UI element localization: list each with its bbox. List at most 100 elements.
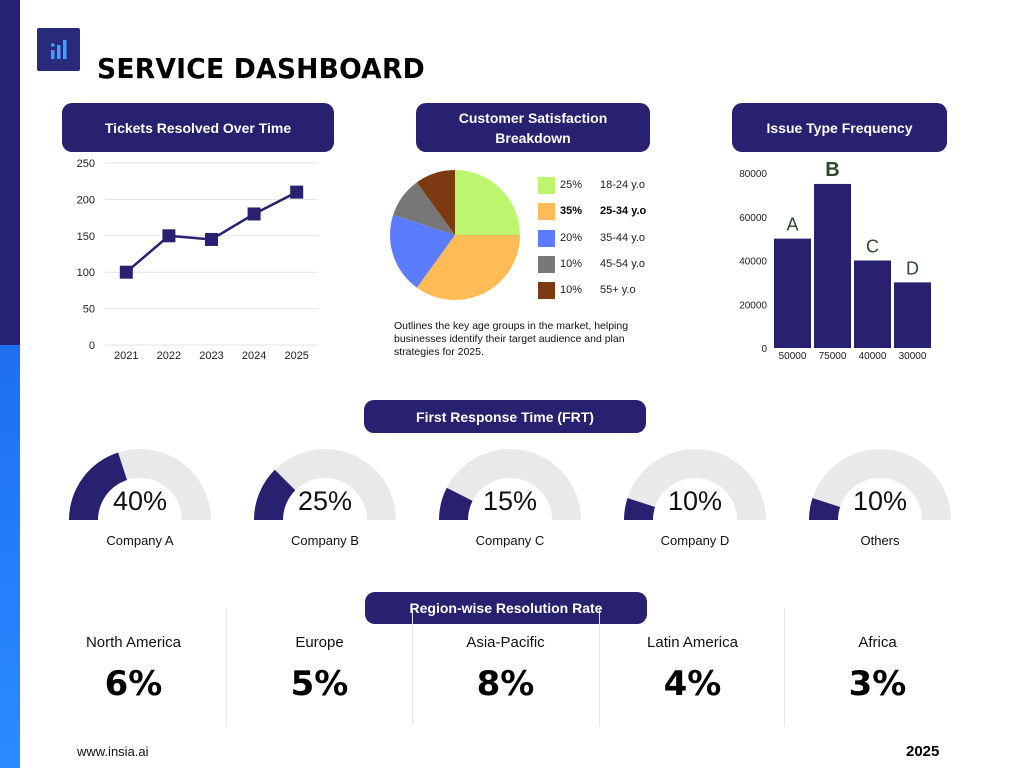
line-point	[205, 232, 218, 246]
gauge-value: 25%	[297, 486, 353, 516]
bar-x-tick: 75000	[819, 351, 847, 362]
line-y-tick: 0	[89, 340, 95, 352]
region-divider	[784, 608, 785, 726]
line-y-tick: 150	[77, 231, 95, 243]
gauge-fill	[439, 487, 473, 520]
legend-percent: 25%	[560, 179, 583, 191]
legend-swatch	[538, 176, 555, 194]
pie-slice	[390, 214, 455, 288]
bar-y-tick: 40000	[739, 257, 767, 268]
gauge-track	[254, 449, 396, 520]
region-stat: North America 6%	[40, 608, 227, 726]
gauge-fill	[624, 498, 656, 520]
legend-percent: 20%	[560, 232, 583, 244]
legend-age-group: 35-44 y.o	[600, 232, 646, 244]
region-name: Europe	[295, 634, 344, 651]
gauge-arc	[439, 449, 581, 520]
gauge-track	[624, 449, 766, 520]
gauge-arc	[624, 449, 766, 520]
bar	[894, 282, 931, 348]
region-divider	[599, 608, 600, 726]
tickets-line-chart: 0 50 100 150 200 250 2021 2022 2023 2024 2025	[77, 158, 318, 362]
bar-label: D	[906, 258, 919, 278]
region-stat: Africa 3%	[784, 608, 971, 726]
gauge-track	[439, 449, 581, 520]
line-chart-title: Tickets Resolved Over Time	[62, 103, 334, 152]
legend-swatch	[538, 202, 555, 220]
region-rate: 6%	[104, 664, 163, 704]
bar	[854, 260, 891, 348]
issue-bar-chart: 0 20000 40000 60000 80000 A 50000 B 75000 C 40000 D…	[739, 159, 931, 362]
page-title: SERVICE DASHBOARD	[97, 52, 425, 85]
gauge-fill	[254, 469, 296, 520]
line-x-tick: 2024	[242, 350, 266, 362]
line-x-tick: 2022	[157, 350, 181, 362]
legend-percent: 10%	[560, 258, 583, 270]
bar-label: B	[825, 159, 839, 181]
bar-chart-title: Issue Type Frequency	[732, 103, 947, 152]
region-stat: Europe 5%	[226, 608, 413, 726]
footer-year: 2025	[906, 743, 940, 760]
bar-x-tick: 50000	[779, 351, 807, 362]
gauge-company-label: Company A	[106, 533, 174, 548]
line-y-tick: 50	[83, 304, 95, 316]
bar-y-tick: 80000	[739, 169, 767, 180]
line-y-tick: 200	[77, 194, 95, 206]
line-series	[125, 191, 298, 274]
gauge-arc	[809, 449, 951, 520]
region-stat: Latin America 4%	[599, 608, 786, 726]
gauge-company-label: Company B	[291, 533, 359, 548]
line-point	[119, 265, 133, 279]
region-name: Latin America	[647, 634, 738, 651]
region-divider	[226, 608, 227, 726]
legend-age-group: 18-24 y.o	[600, 179, 646, 191]
line-point	[247, 207, 261, 221]
line-y-tick: 100	[77, 267, 95, 279]
frt-gauge: 10% Others	[807, 448, 953, 558]
legend-swatch	[538, 255, 555, 273]
region-rate: 4%	[663, 664, 722, 704]
gauge-track	[809, 449, 951, 520]
line-y-tick: 250	[77, 158, 95, 170]
sidebar-accent-top	[0, 0, 20, 345]
bar-label: C	[866, 237, 879, 257]
region-stat: Asia-Pacific 8%	[412, 608, 599, 726]
line-point	[290, 185, 304, 199]
gauge-company-label: Company C	[475, 533, 545, 548]
legend-swatch	[538, 229, 555, 247]
legend-percent: 10%	[560, 284, 583, 296]
region-name: Asia-Pacific	[466, 634, 545, 651]
gauge-company-label: Others	[860, 533, 900, 548]
bar-y-tick: 20000	[739, 300, 767, 311]
region-name: North America	[85, 634, 182, 651]
frt-title: First Response Time (FRT)	[364, 400, 646, 433]
legend-age-group: 25-34 y.o	[600, 205, 647, 217]
frt-gauge: 40% Company A	[67, 448, 213, 558]
frt-gauge: 25% Company B	[252, 448, 398, 558]
pie-slice	[455, 170, 520, 235]
legend-age-group: 55+ y.o	[600, 284, 636, 296]
frt-gauge: 15% Company C	[437, 448, 583, 558]
region-name: Africa	[858, 634, 897, 651]
sidebar-accent-bottom	[0, 345, 20, 768]
gauge-value: 10%	[852, 486, 908, 516]
bar-y-tick: 0	[761, 344, 767, 355]
frt-gauge: 10% Company D	[622, 448, 768, 558]
region-divider	[412, 608, 413, 726]
gauge-arc	[69, 449, 211, 520]
footer-url[interactable]: www.insia.ai	[77, 744, 149, 759]
legend-percent: 35%	[560, 205, 583, 217]
pie-slice	[416, 235, 520, 300]
gauge-arc	[254, 449, 396, 520]
bar	[814, 183, 851, 348]
line-point	[162, 229, 176, 243]
pie-slice	[393, 182, 455, 235]
bar-label: A	[786, 215, 798, 235]
legend-swatch	[538, 281, 555, 299]
gauge-value: 10%	[667, 486, 723, 516]
line-x-tick: 2023	[199, 350, 223, 362]
region-rate: 3%	[848, 664, 907, 704]
line-x-tick: 2025	[284, 350, 308, 362]
bar	[774, 238, 811, 348]
bar-x-tick: 40000	[859, 351, 887, 362]
